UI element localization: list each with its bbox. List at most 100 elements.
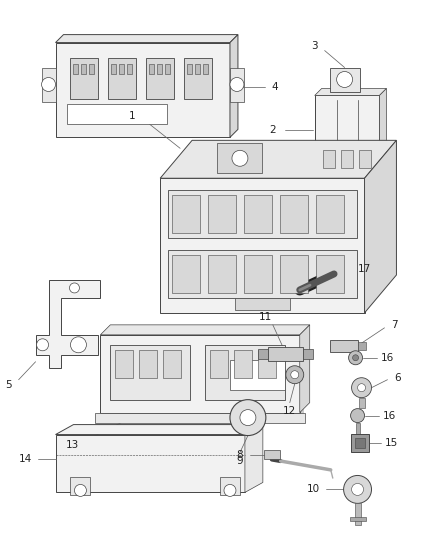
Bar (119, 63, 124, 74)
Bar (244, 195, 272, 233)
Bar (244, 255, 272, 293)
Bar (210, 350, 228, 378)
Bar (264, 449, 280, 459)
Bar (203, 63, 208, 74)
Circle shape (74, 484, 86, 496)
Circle shape (37, 339, 49, 351)
Polygon shape (56, 35, 238, 43)
Bar (220, 478, 240, 495)
Bar (314, 95, 379, 165)
Text: 6: 6 (394, 373, 401, 383)
Text: 14: 14 (19, 455, 32, 464)
Bar (235, 298, 290, 310)
Circle shape (352, 378, 371, 398)
Bar (95, 413, 305, 423)
Bar (195, 63, 200, 74)
Bar (355, 503, 360, 526)
Bar (71, 58, 99, 100)
Polygon shape (364, 140, 396, 313)
Bar (357, 342, 366, 350)
Polygon shape (160, 140, 396, 178)
Bar (258, 350, 276, 378)
Bar (355, 438, 364, 448)
Circle shape (349, 351, 363, 365)
Polygon shape (314, 88, 386, 95)
Bar (42, 68, 56, 102)
Bar (230, 68, 244, 102)
Polygon shape (230, 35, 238, 138)
Bar (127, 63, 132, 74)
Bar (217, 143, 262, 173)
Text: 2: 2 (269, 125, 276, 135)
Bar (208, 255, 236, 293)
Circle shape (352, 483, 364, 495)
Bar (280, 255, 308, 293)
Circle shape (286, 366, 304, 384)
Bar (341, 150, 353, 168)
Bar (246, 400, 250, 417)
Bar (316, 255, 343, 293)
Circle shape (224, 484, 236, 496)
Circle shape (240, 410, 256, 425)
Bar (168, 190, 357, 238)
Text: 9: 9 (237, 456, 243, 466)
Bar (108, 58, 136, 100)
Text: 10: 10 (307, 484, 320, 495)
Text: 3: 3 (311, 41, 318, 51)
Bar (268, 347, 303, 361)
Bar (111, 63, 117, 74)
Bar (234, 350, 252, 378)
Bar (303, 349, 313, 359)
Bar (184, 58, 212, 100)
Polygon shape (35, 280, 100, 368)
Polygon shape (245, 425, 263, 492)
Bar (330, 340, 357, 352)
Bar (280, 195, 308, 233)
Bar (323, 150, 335, 168)
Circle shape (230, 400, 266, 435)
Circle shape (70, 283, 79, 293)
Bar (172, 195, 200, 233)
Bar (89, 63, 95, 74)
Bar (208, 195, 236, 233)
Bar (81, 63, 86, 74)
Bar (157, 63, 162, 74)
Bar (74, 63, 78, 74)
Bar (330, 68, 360, 92)
Bar (100, 335, 300, 413)
Polygon shape (379, 88, 386, 165)
Bar (56, 43, 230, 138)
Bar (316, 195, 343, 233)
Text: 11: 11 (259, 312, 272, 322)
Text: 17: 17 (357, 264, 371, 274)
Text: 4: 4 (272, 83, 278, 92)
Bar (139, 350, 157, 378)
Bar (258, 349, 268, 359)
Bar (160, 178, 364, 313)
Bar (165, 63, 170, 74)
Bar (104, 339, 304, 417)
Circle shape (350, 409, 364, 423)
Text: 1: 1 (129, 111, 136, 122)
Circle shape (71, 337, 86, 353)
Text: 16: 16 (381, 353, 394, 363)
Bar (146, 58, 174, 100)
Bar (149, 63, 154, 74)
Bar (71, 478, 90, 495)
Bar (115, 350, 133, 378)
Text: 8: 8 (237, 449, 243, 459)
Text: 7: 7 (391, 320, 398, 330)
Circle shape (232, 150, 248, 166)
Text: 16: 16 (383, 410, 396, 421)
Bar (356, 423, 360, 437)
Bar (163, 350, 181, 378)
Bar (56, 434, 245, 492)
Text: 13: 13 (66, 440, 79, 449)
Bar (172, 255, 200, 293)
Bar (187, 63, 192, 74)
Polygon shape (100, 325, 310, 335)
Bar (359, 398, 364, 408)
Text: 5: 5 (5, 379, 12, 390)
Circle shape (337, 71, 353, 87)
Bar (168, 250, 357, 298)
